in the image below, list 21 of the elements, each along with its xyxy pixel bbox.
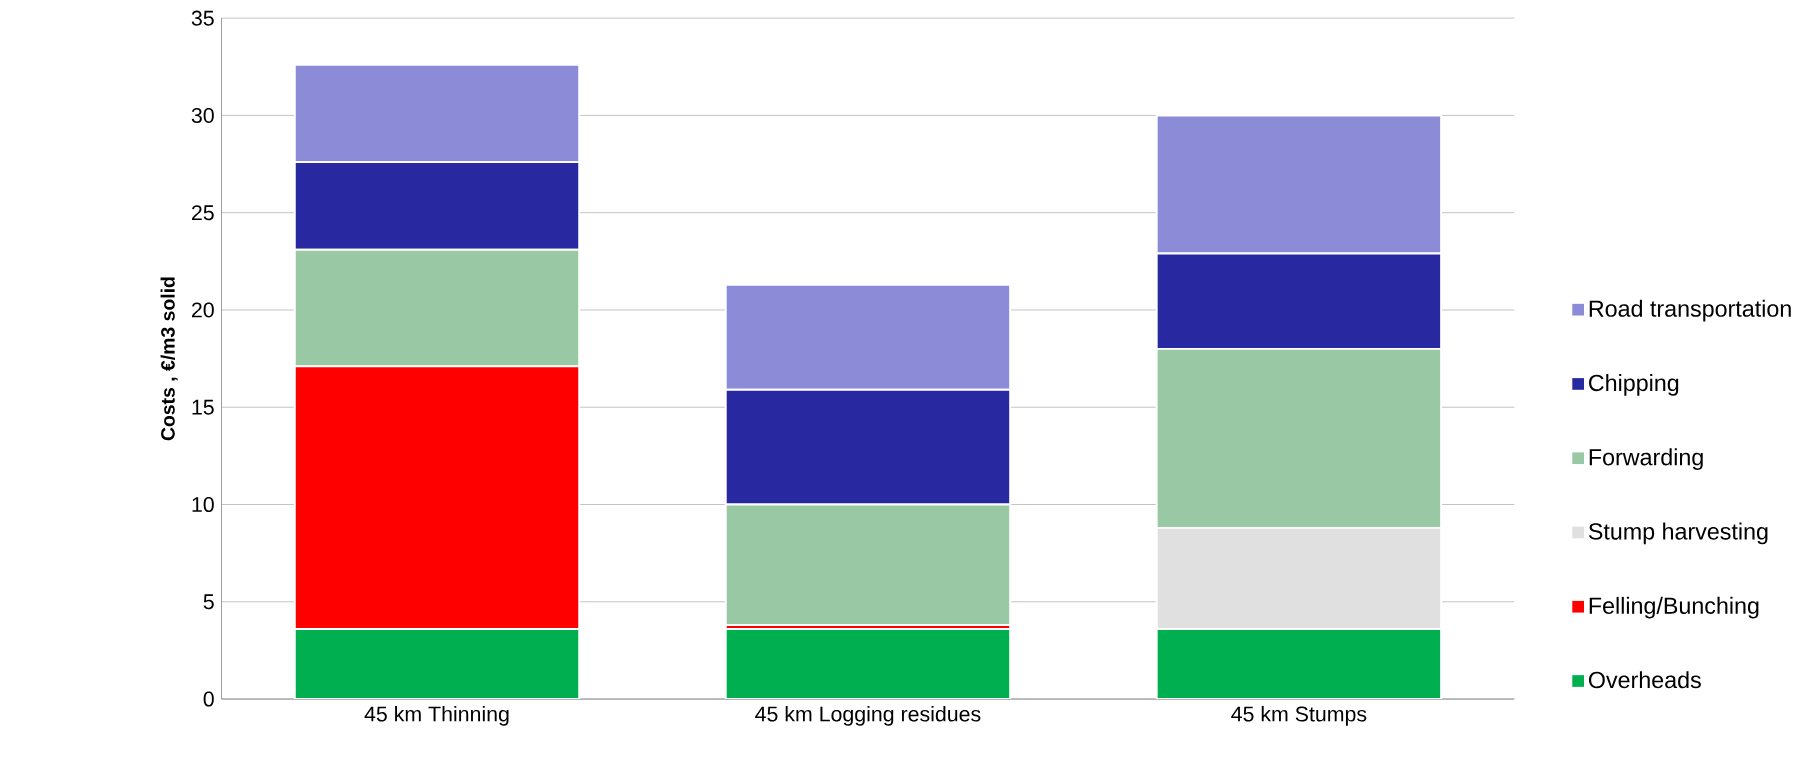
bar	[293, 627, 581, 699]
y-tick-label: 25	[192, 204, 214, 221]
bar	[1155, 627, 1443, 699]
legend-label: Felling/Bunching	[1589, 596, 1759, 619]
y-tick-label: 0	[203, 691, 214, 707]
y-tick-label: 15	[192, 399, 214, 415]
legend-label: Forwarding	[1589, 448, 1703, 470]
y-tick-label: 20	[192, 302, 214, 318]
legend-label: Chipping	[1589, 373, 1679, 396]
legend-label: Overheads	[1588, 670, 1701, 688]
x-tick-label: 45 km Stumps	[1231, 705, 1367, 726]
x-tick-label: 45 km Logging residues	[755, 705, 981, 726]
y-axis-title: Costs , €/m3 solid	[160, 277, 178, 441]
y-tick-label: 5	[203, 594, 214, 610]
y-tick-label: 35	[191, 10, 214, 26]
y-tick-label: 10	[192, 496, 214, 512]
bar	[724, 627, 1012, 699]
x-tick-label: 45 km Thinning	[364, 705, 509, 726]
legend-label: Stump harvesting	[1588, 522, 1768, 545]
y-tick-label: 30	[191, 107, 214, 123]
legend-label: Road transportation	[1589, 299, 1791, 322]
